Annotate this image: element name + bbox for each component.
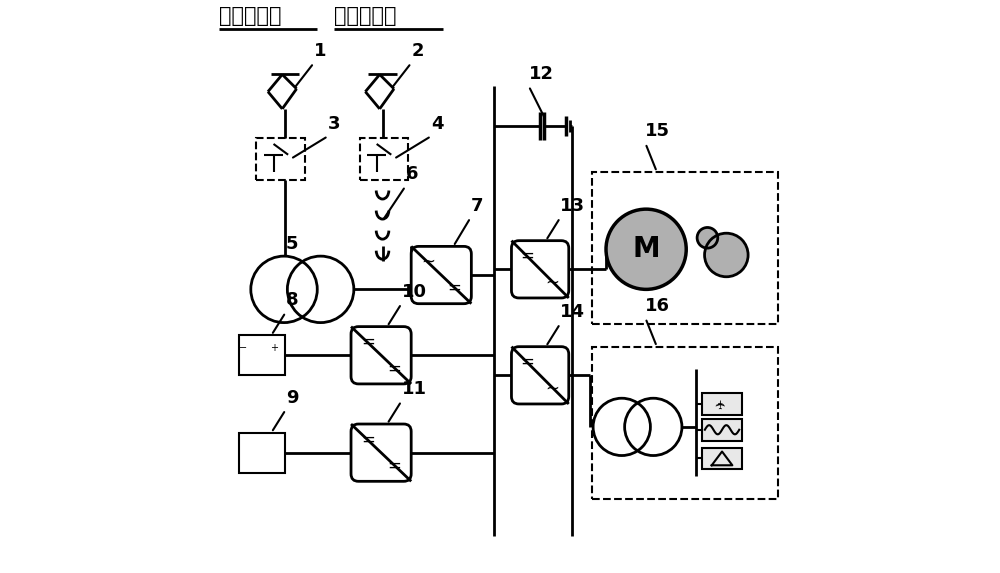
Circle shape — [251, 256, 317, 323]
Text: =: = — [387, 457, 401, 475]
Text: =: = — [448, 279, 461, 297]
Bar — [702, 448, 742, 469]
Bar — [360, 138, 408, 180]
Text: +: + — [270, 343, 278, 353]
Text: −: − — [239, 343, 247, 353]
Bar — [256, 138, 305, 180]
Circle shape — [697, 227, 718, 248]
Text: ✈: ✈ — [716, 399, 729, 409]
Text: 11: 11 — [401, 380, 426, 398]
Text: M: M — [632, 236, 660, 263]
Text: 10: 10 — [401, 283, 426, 301]
Bar — [702, 419, 742, 441]
Text: 16: 16 — [645, 297, 670, 315]
Circle shape — [287, 256, 354, 323]
Text: =: = — [361, 333, 375, 351]
Text: 8: 8 — [286, 292, 298, 309]
Text: 9: 9 — [286, 389, 298, 407]
FancyBboxPatch shape — [411, 246, 471, 304]
Text: ~: ~ — [546, 273, 560, 292]
Text: ~: ~ — [421, 253, 435, 271]
FancyBboxPatch shape — [511, 241, 569, 298]
Text: =: = — [361, 430, 375, 449]
Text: 14: 14 — [560, 303, 585, 321]
Text: 2: 2 — [411, 42, 424, 60]
Circle shape — [625, 398, 682, 456]
Text: 6: 6 — [405, 166, 418, 183]
Text: 直流牵引网: 直流牵引网 — [334, 6, 396, 26]
Circle shape — [606, 209, 686, 289]
Text: 7: 7 — [470, 197, 483, 215]
Bar — [239, 335, 285, 375]
Text: 4: 4 — [431, 115, 444, 133]
FancyBboxPatch shape — [511, 347, 569, 404]
Bar — [239, 433, 285, 473]
Bar — [702, 393, 742, 415]
Text: 3: 3 — [328, 115, 341, 133]
Circle shape — [705, 233, 748, 277]
Text: 1: 1 — [314, 42, 326, 60]
Text: 15: 15 — [645, 123, 670, 140]
Text: 13: 13 — [560, 197, 585, 215]
FancyBboxPatch shape — [351, 424, 411, 481]
Text: ~: ~ — [546, 379, 560, 398]
Text: 交流牵引网: 交流牵引网 — [219, 6, 282, 26]
Text: =: = — [521, 353, 534, 371]
Text: =: = — [521, 247, 534, 265]
Text: 5: 5 — [286, 236, 299, 253]
Text: 12: 12 — [529, 65, 554, 83]
Circle shape — [593, 398, 650, 456]
Text: =: = — [387, 359, 401, 378]
Bar — [592, 172, 778, 324]
Bar — [592, 347, 778, 499]
FancyBboxPatch shape — [351, 327, 411, 384]
